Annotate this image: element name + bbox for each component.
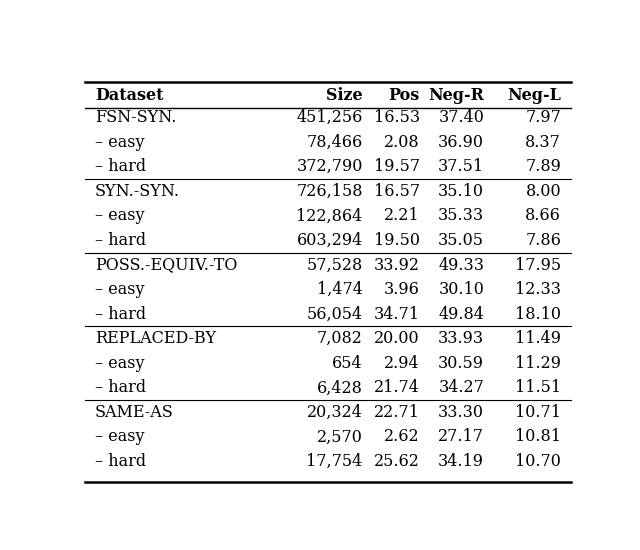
Text: REPLACED-BY: REPLACED-BY xyxy=(95,330,216,347)
Text: 8.37: 8.37 xyxy=(525,134,561,151)
Text: – easy: – easy xyxy=(95,428,145,446)
Text: 30.10: 30.10 xyxy=(438,281,484,298)
Text: 20.00: 20.00 xyxy=(374,330,420,347)
Text: 451,256: 451,256 xyxy=(296,109,363,126)
Text: 34.27: 34.27 xyxy=(438,379,484,397)
Text: 2.94: 2.94 xyxy=(384,355,420,372)
Text: 57,528: 57,528 xyxy=(307,256,363,273)
Text: 10.71: 10.71 xyxy=(515,404,561,421)
Text: 7.89: 7.89 xyxy=(525,158,561,175)
Text: 33.92: 33.92 xyxy=(374,256,420,273)
Text: 30.59: 30.59 xyxy=(438,355,484,372)
Text: 6,428: 6,428 xyxy=(317,379,363,397)
Text: – easy: – easy xyxy=(95,355,145,372)
Text: 603,294: 603,294 xyxy=(296,232,363,249)
Text: 8.66: 8.66 xyxy=(525,207,561,224)
Text: 17.95: 17.95 xyxy=(515,256,561,273)
Text: 8.00: 8.00 xyxy=(525,183,561,200)
Text: 2.21: 2.21 xyxy=(384,207,420,224)
Text: Neg-R: Neg-R xyxy=(428,87,484,104)
Text: 33.30: 33.30 xyxy=(438,404,484,421)
Text: 37.51: 37.51 xyxy=(438,158,484,175)
Text: SAME-AS: SAME-AS xyxy=(95,404,173,421)
Text: – hard: – hard xyxy=(95,158,146,175)
Text: 34.19: 34.19 xyxy=(438,453,484,470)
Text: 37.40: 37.40 xyxy=(438,109,484,126)
Text: 21.74: 21.74 xyxy=(374,379,420,397)
Text: 372,790: 372,790 xyxy=(296,158,363,175)
Text: 654: 654 xyxy=(332,355,363,372)
Text: 11.49: 11.49 xyxy=(515,330,561,347)
Text: 11.29: 11.29 xyxy=(515,355,561,372)
Text: 17,754: 17,754 xyxy=(307,453,363,470)
Text: 18.10: 18.10 xyxy=(515,306,561,323)
Text: 7.97: 7.97 xyxy=(525,109,561,126)
Text: 16.57: 16.57 xyxy=(374,183,420,200)
Text: 7.86: 7.86 xyxy=(525,232,561,249)
Text: FSN-SYN.: FSN-SYN. xyxy=(95,109,176,126)
Text: – hard: – hard xyxy=(95,453,146,470)
Text: 78,466: 78,466 xyxy=(307,134,363,151)
Text: 10.81: 10.81 xyxy=(515,428,561,446)
Text: – hard: – hard xyxy=(95,232,146,249)
Text: 56,054: 56,054 xyxy=(307,306,363,323)
Text: 36.90: 36.90 xyxy=(438,134,484,151)
Text: Dataset: Dataset xyxy=(95,87,163,104)
Text: 16.53: 16.53 xyxy=(374,109,420,126)
Text: 35.05: 35.05 xyxy=(438,232,484,249)
Text: – hard: – hard xyxy=(95,306,146,323)
Text: 12.33: 12.33 xyxy=(515,281,561,298)
Text: 49.33: 49.33 xyxy=(438,256,484,273)
Text: 34.71: 34.71 xyxy=(374,306,420,323)
Text: 122,864: 122,864 xyxy=(296,207,363,224)
Text: POSS.-EQUIV.-TO: POSS.-EQUIV.-TO xyxy=(95,256,237,273)
Text: 33.93: 33.93 xyxy=(438,330,484,347)
Text: 10.70: 10.70 xyxy=(515,453,561,470)
Text: 35.10: 35.10 xyxy=(438,183,484,200)
Text: – easy: – easy xyxy=(95,207,145,224)
Text: 2.08: 2.08 xyxy=(384,134,420,151)
Text: 19.50: 19.50 xyxy=(374,232,420,249)
Text: 1,474: 1,474 xyxy=(317,281,363,298)
Text: – hard: – hard xyxy=(95,379,146,397)
Text: 25.62: 25.62 xyxy=(374,453,420,470)
Text: 22.71: 22.71 xyxy=(374,404,420,421)
Text: – easy: – easy xyxy=(95,134,145,151)
Text: 2.62: 2.62 xyxy=(384,428,420,446)
Text: 7,082: 7,082 xyxy=(317,330,363,347)
Text: SYN.-SYN.: SYN.-SYN. xyxy=(95,183,180,200)
Text: 726,158: 726,158 xyxy=(296,183,363,200)
Text: Size: Size xyxy=(326,87,363,104)
Text: 19.57: 19.57 xyxy=(374,158,420,175)
Text: 11.51: 11.51 xyxy=(515,379,561,397)
Text: 20,324: 20,324 xyxy=(307,404,363,421)
Text: Neg-L: Neg-L xyxy=(508,87,561,104)
Text: 27.17: 27.17 xyxy=(438,428,484,446)
Text: 35.33: 35.33 xyxy=(438,207,484,224)
Text: – easy: – easy xyxy=(95,281,145,298)
Text: Pos: Pos xyxy=(388,87,420,104)
Text: 3.96: 3.96 xyxy=(384,281,420,298)
Text: 49.84: 49.84 xyxy=(438,306,484,323)
Text: 2,570: 2,570 xyxy=(317,428,363,446)
